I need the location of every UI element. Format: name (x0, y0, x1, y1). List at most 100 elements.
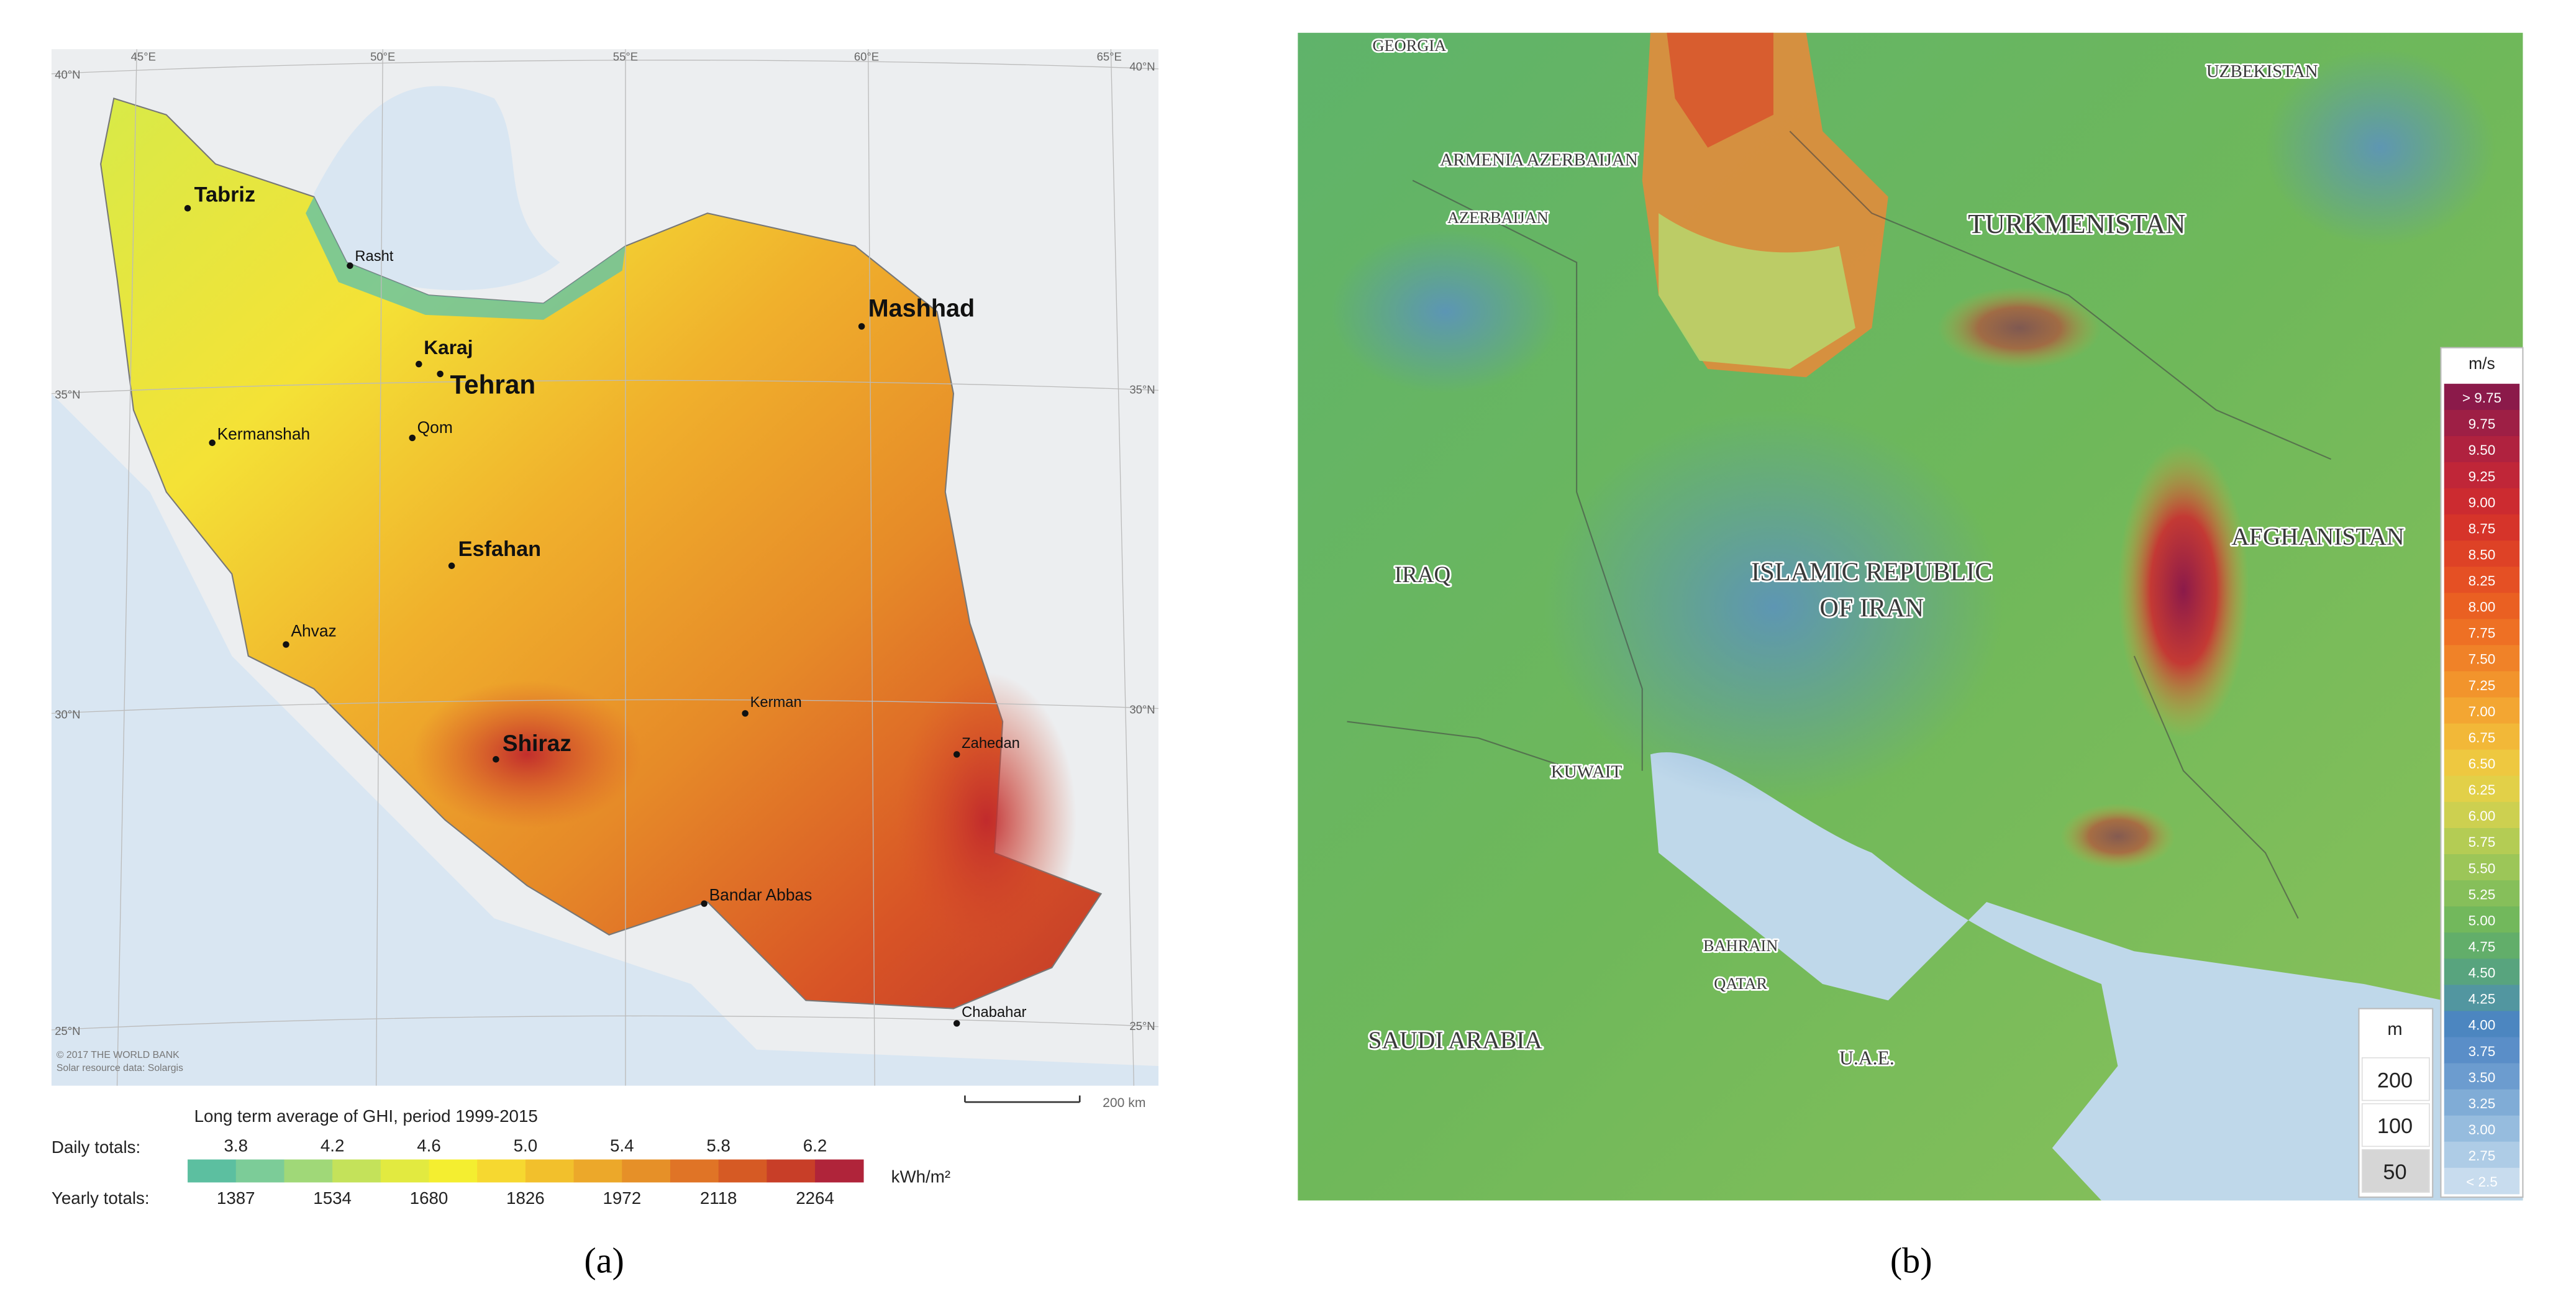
daily-total: 5.0 (514, 1136, 538, 1155)
city-label: Esfahan (458, 537, 541, 561)
height-option[interactable] (2361, 1149, 2430, 1193)
legend-label: 5.50 (2469, 860, 2496, 876)
daily-total: 4.6 (417, 1136, 441, 1155)
legend-label: 3.25 (2469, 1096, 2496, 1111)
latitude-label: 25°N (55, 1024, 80, 1037)
legend-swatch (284, 1159, 333, 1183)
daily-total: 6.2 (803, 1136, 827, 1155)
country-label: IRAQ (1395, 562, 1451, 587)
daily-total: 5.8 (706, 1136, 730, 1155)
legend-row-label: Daily totals: (52, 1137, 140, 1157)
legend-swatch (2444, 593, 2520, 619)
legend-label: 3.75 (2469, 1044, 2496, 1059)
persian-gulf (1650, 752, 2523, 1201)
calm-zone (1331, 229, 1560, 394)
legend-label: 7.25 (2469, 678, 2496, 693)
panel-a: 45°E 50°E 55°E 60°E 65°E 40°N 40°N 35°N … (51, 49, 1158, 1281)
legend-label: 5.25 (2469, 886, 2496, 902)
legend-swatch (2444, 697, 2520, 724)
legend-swatch (2444, 409, 2520, 437)
legend-swatch (2444, 514, 2520, 541)
legend-label: > 9.75 (2462, 390, 2501, 406)
legend-swatch (2444, 619, 2520, 645)
sea (51, 393, 1158, 1086)
longitude-label: 65°E (1097, 50, 1122, 63)
legend-swatch (2444, 488, 2520, 515)
legend-label: 6.00 (2469, 808, 2496, 824)
city-dot (953, 751, 960, 758)
longitude-label: 55°E (613, 50, 638, 63)
legend-swatch (573, 1159, 623, 1183)
legend-label: 7.00 (2469, 704, 2496, 719)
city-label: Bandar Abbas (709, 885, 812, 904)
country-label: AFGHANISTAN (2231, 522, 2404, 550)
legend-label: 2.75 (2469, 1148, 2496, 1164)
graticule (51, 49, 1158, 1086)
hot-zone (896, 672, 1076, 968)
country-label: U.A.E. (1839, 1047, 1895, 1068)
city-label: Rasht (355, 248, 393, 265)
meridians (116, 49, 1134, 1086)
legend-swatch (2444, 985, 2520, 1011)
yearly-total: 1826 (506, 1188, 545, 1208)
legend-swatch (380, 1159, 430, 1183)
height-option-label[interactable]: 50 (2383, 1160, 2406, 1184)
legend-label: 7.75 (2469, 626, 2496, 641)
height-option-label[interactable]: 200 (2377, 1068, 2413, 1092)
country-label: GEORGIA (1372, 36, 1446, 55)
city-label: Ahvaz (291, 621, 336, 640)
legend-swatch (2444, 1011, 2520, 1038)
wind-legend: m/s > 9.75 9.75 9.50 9.25 9.00 8.75 8.50 8.25 8.… (2440, 347, 2524, 1198)
city-label: Kermanshah (217, 425, 311, 444)
country-label: AZERBAIJAN (1447, 208, 1549, 227)
city-dot (347, 262, 353, 269)
legend-label: 4.75 (2469, 939, 2496, 955)
legend-swatch (2444, 1063, 2520, 1090)
legend-swatch (2444, 383, 2520, 411)
wind-hotspot (2118, 442, 2249, 738)
yearly-total: 1972 (603, 1188, 641, 1208)
country-label: QATAR (1714, 974, 1767, 993)
city-label: Karaj (424, 336, 473, 358)
height-option[interactable] (2361, 1103, 2430, 1147)
longitude-label: 45°E (131, 50, 156, 63)
height-option[interactable] (2361, 1057, 2430, 1101)
legend-swatch (2444, 462, 2520, 489)
country-label: UZBEKISTAN (2206, 62, 2318, 81)
legend-label: 9.25 (2469, 468, 2496, 484)
legend-label: 8.75 (2469, 521, 2496, 536)
legend-row-label: Yearly totals: (52, 1188, 150, 1208)
country-label: KUWAIT (1551, 762, 1623, 781)
city-label: Mashhad (868, 295, 975, 322)
ghi-legend: Long term average of GHI, period 1999-20… (52, 1106, 950, 1208)
latitude-label: 40°N (1129, 60, 1155, 73)
city-label: Chabahar (962, 1004, 1026, 1021)
wind-hotspot (1937, 287, 2101, 369)
city-dot (493, 756, 499, 763)
legend-label: 8.25 (2469, 573, 2496, 589)
legend-swatch (332, 1159, 381, 1183)
height-unit: m (2387, 1019, 2402, 1039)
legend-swatch (2444, 906, 2520, 933)
legend-label: 9.50 (2469, 442, 2496, 458)
yearly-total: 1387 (217, 1188, 255, 1208)
credit: Solar resource data: Solargis (57, 1063, 183, 1073)
legend-swatch (718, 1159, 768, 1183)
legend-unit: kWh/m² (891, 1167, 950, 1186)
caspian-coast-band (306, 196, 626, 320)
legend-label: 7.50 (2469, 652, 2496, 667)
legend-swatch (2444, 645, 2520, 672)
legend-label: 3.00 (2469, 1122, 2496, 1137)
daily-total: 3.8 (224, 1136, 248, 1155)
legend-swatch (622, 1159, 671, 1183)
city-label: Tabriz (194, 183, 256, 207)
caspian-sea-north (1667, 32, 1773, 148)
legend-swatch (2444, 932, 2520, 959)
yearly-total: 1534 (313, 1188, 352, 1208)
legend-label: 6.75 (2469, 730, 2496, 745)
legend-label: 6.50 (2469, 756, 2496, 772)
height-option-label[interactable]: 100 (2377, 1114, 2413, 1138)
country-label: BAHRAIN (1703, 936, 1778, 955)
